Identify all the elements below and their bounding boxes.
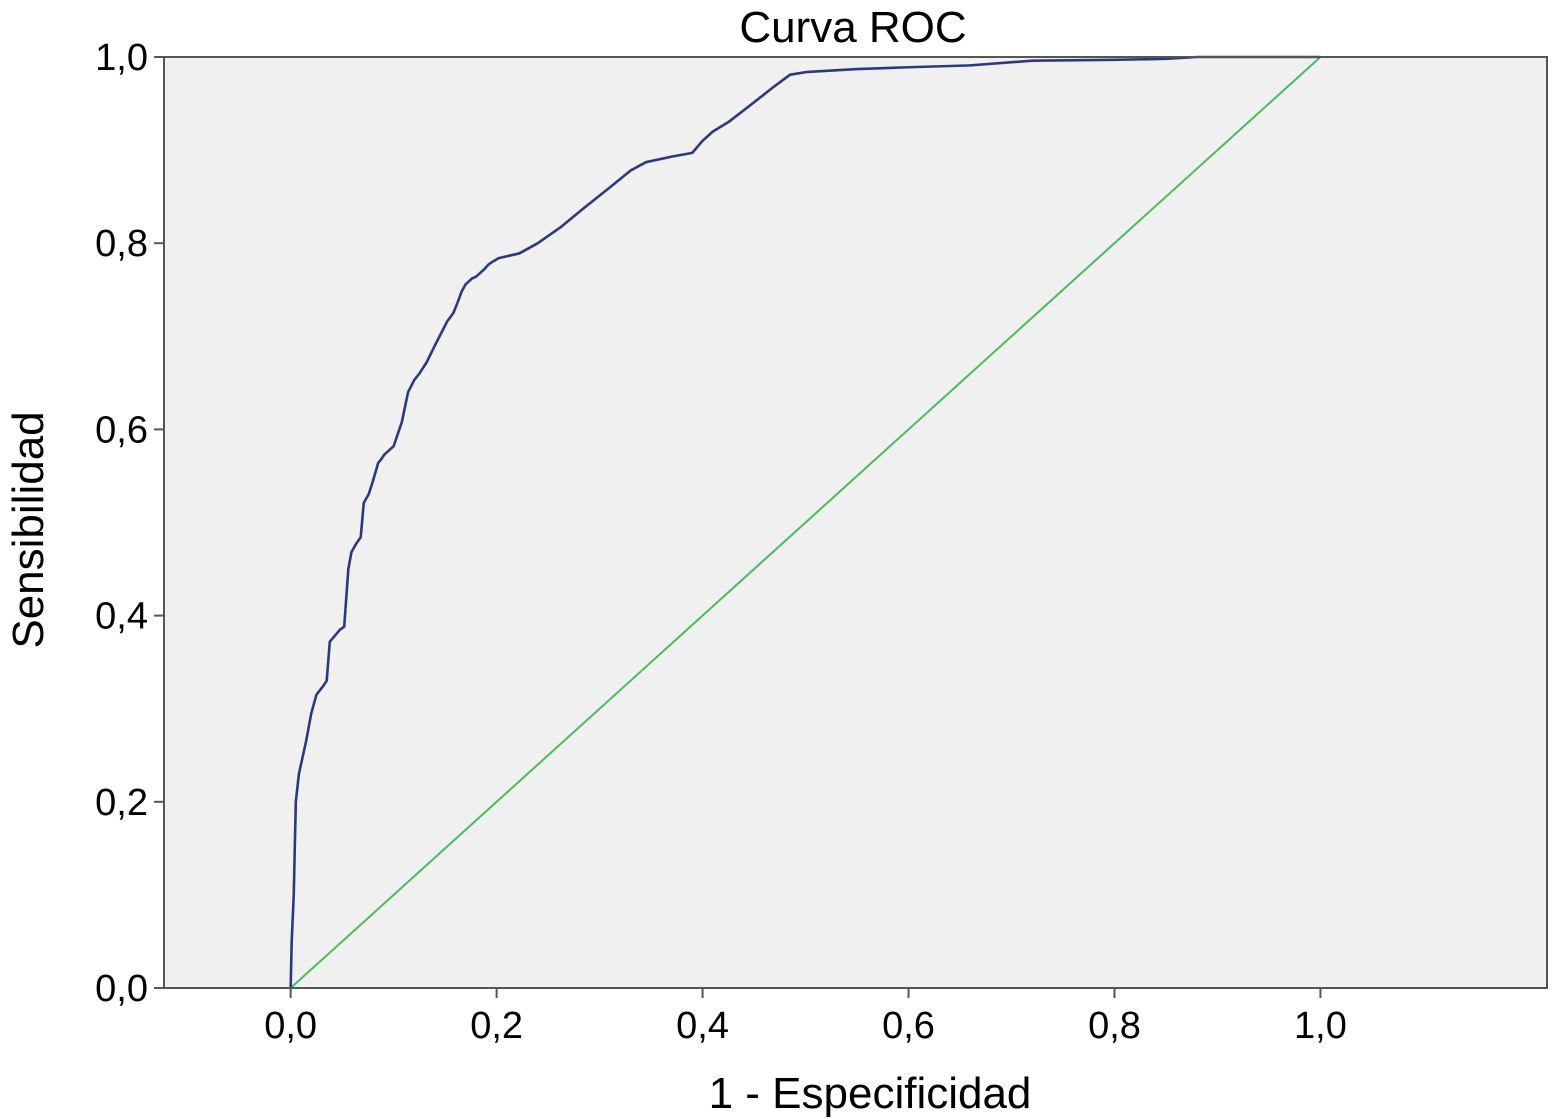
- y-axis-label: Sensibilidad: [4, 411, 53, 648]
- x-axis: 0,0 0,2 0,4 0,6 0,8 1,0: [264, 988, 1347, 1047]
- y-tick-label: 1,0: [95, 37, 148, 79]
- chart-title: Curva ROC: [739, 3, 966, 52]
- x-tick-label: 1,0: [1294, 1005, 1347, 1047]
- y-tick-label: 0,0: [95, 968, 148, 1010]
- plot-area-background: [164, 57, 1547, 988]
- x-tick-label: 0,2: [470, 1005, 523, 1047]
- x-axis-label: 1 - Especificidad: [709, 1069, 1032, 1118]
- x-tick-label: 0,6: [882, 1005, 935, 1047]
- y-tick-label: 0,4: [95, 596, 148, 638]
- reference-diagonal-line: [289, 56, 1322, 989]
- roc-curve-line: [289, 55, 1321, 989]
- y-tick-label: 0,6: [95, 409, 148, 451]
- y-tick-label: 0,2: [95, 782, 148, 824]
- plot-frame: [163, 56, 1548, 989]
- y-axis: 0,0 0,2 0,4 0,6 0,8 1,0: [95, 37, 164, 1010]
- y-tick-label: 0,8: [95, 223, 148, 265]
- x-tick-label: 0,4: [676, 1005, 729, 1047]
- series-group: [289, 55, 1322, 989]
- x-tick-label: 0,0: [264, 1005, 317, 1047]
- x-tick-label: 0,8: [1088, 1005, 1141, 1047]
